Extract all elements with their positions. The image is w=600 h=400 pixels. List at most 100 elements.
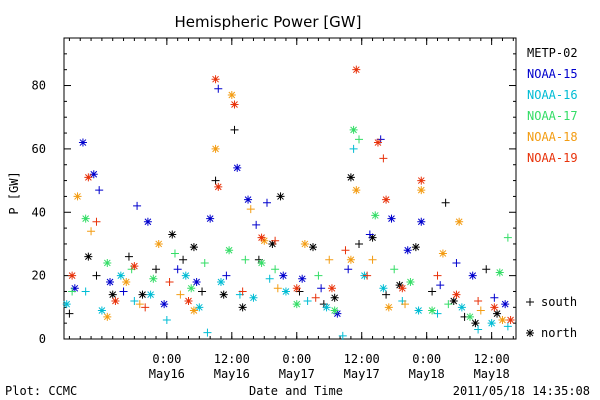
data-point: [292, 300, 301, 309]
series-metp-02: [65, 125, 502, 328]
data-point: [373, 138, 382, 147]
series-noaa-17: [68, 125, 512, 321]
data-point: [271, 265, 280, 274]
data-point: [495, 268, 504, 277]
data-point: [441, 198, 450, 207]
x-tick-time-label: 12:00: [344, 352, 380, 366]
data-point: [411, 243, 420, 252]
x-axis-label: Date and Time: [249, 384, 343, 398]
data-point: [382, 195, 391, 204]
legend-entry: NOAA-16: [527, 88, 578, 102]
data-point: [89, 170, 98, 179]
data-point: [130, 296, 139, 305]
data-point: [474, 325, 483, 334]
data-point: [214, 182, 223, 191]
data-point: [165, 277, 174, 286]
data-point: [501, 300, 510, 309]
data-point: [449, 296, 458, 305]
x-tick-time-label: 12:00: [214, 352, 250, 366]
data-point: [154, 239, 163, 248]
data-point: [233, 163, 242, 172]
legend-entry: METP-02: [527, 46, 578, 60]
data-point: [184, 296, 193, 305]
data-point: [95, 186, 104, 195]
data-point: [417, 217, 426, 226]
data-point: [493, 309, 502, 318]
data-point: [246, 205, 255, 214]
legend-entry: NOAA-19: [527, 151, 578, 165]
data-point: [317, 284, 326, 293]
data-point: [390, 265, 399, 274]
data-point: [143, 217, 152, 226]
data-point: [414, 306, 423, 315]
data-point: [341, 246, 350, 255]
data-point: [111, 296, 120, 305]
data-point: [92, 217, 101, 226]
x-axis: 0:00May1612:00May160:00May1712:00May170:…: [68, 38, 514, 381]
data-point: [198, 287, 207, 296]
data-point: [355, 135, 364, 144]
data-point: [428, 287, 437, 296]
data-point: [346, 255, 355, 264]
data-point: [433, 271, 442, 280]
data-point: [452, 290, 461, 299]
data-point: [292, 284, 301, 293]
data-point: [428, 306, 437, 315]
data-point: [281, 287, 290, 296]
data-point: [141, 303, 150, 312]
data-point: [349, 144, 358, 153]
data-point: [168, 230, 177, 239]
x-tick-time-label: 0:00: [152, 352, 181, 366]
data-point: [365, 230, 374, 239]
legend: METP-02 NOAA-15 NOAA-16 NOAA-17 NOAA-18 NOAA-…: [527, 46, 578, 165]
data-point: [338, 331, 347, 340]
data-point: [468, 271, 477, 280]
data-point: [503, 322, 512, 331]
y-tick-label: 20: [32, 269, 46, 283]
data-point: [349, 125, 358, 134]
plot-credit: Plot: CCMC: [5, 384, 77, 398]
data-point: [200, 258, 209, 267]
data-point: [252, 220, 261, 229]
chart-title: Hemispheric Power [GW]: [175, 13, 362, 31]
data-point: [103, 312, 112, 321]
plot-border: [63, 37, 517, 340]
data-point: [214, 84, 223, 93]
data-point: [122, 277, 131, 286]
symbol-key-label: north: [541, 326, 577, 340]
data-point: [325, 255, 334, 264]
data-point: [84, 173, 93, 182]
y-tick-label: 60: [32, 142, 46, 156]
plot-timestamp: 2011/05/18 14:35:08: [453, 384, 590, 398]
series-noaa-15: [70, 84, 510, 318]
data-point: [371, 211, 380, 220]
data-point: [149, 274, 158, 283]
data-point: [176, 290, 185, 299]
data-point: [298, 274, 307, 283]
data-point: [363, 271, 372, 280]
data-point: [179, 255, 188, 264]
data-point: [81, 287, 90, 296]
data-point: [181, 271, 190, 280]
data-point: [219, 290, 228, 299]
data-point: [471, 319, 480, 328]
data-point: [68, 271, 77, 280]
data-point: [106, 277, 115, 286]
data-point: [238, 303, 247, 312]
y-tick-label: 80: [32, 79, 46, 93]
plot-area: [63, 37, 517, 340]
data-point: [368, 233, 377, 242]
data-point: [92, 271, 101, 280]
data-point: [241, 255, 250, 264]
x-tick-date-label: May17: [344, 367, 380, 381]
y-axis: 0 20 40 60 80: [32, 37, 516, 346]
data-point: [133, 201, 142, 210]
data-point: [398, 284, 407, 293]
data-point: [68, 287, 77, 296]
data-point: [506, 315, 515, 324]
data-point: [403, 246, 412, 255]
data-point: [279, 271, 288, 280]
data-point: [482, 265, 491, 274]
data-point: [436, 281, 445, 290]
data-point: [84, 252, 93, 261]
